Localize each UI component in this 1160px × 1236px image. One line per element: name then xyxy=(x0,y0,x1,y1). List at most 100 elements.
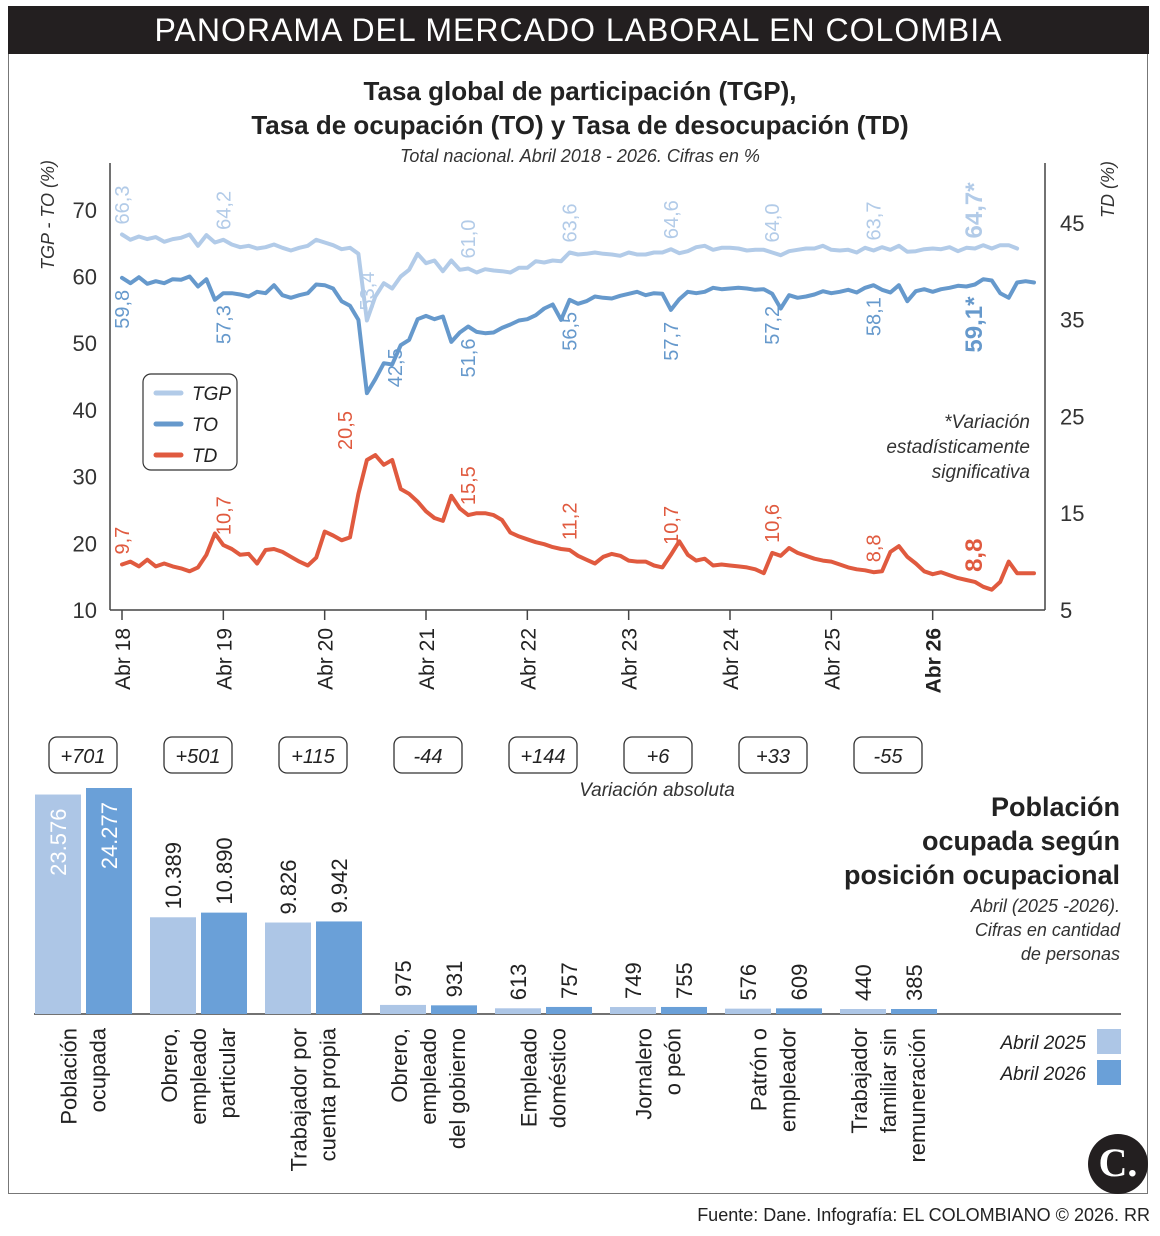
x-tick-label: Abr 18 xyxy=(112,628,135,690)
right-axis-label: TD (%) xyxy=(1098,161,1118,218)
significance-note: estadísticamente xyxy=(886,437,1030,458)
infographic-frame xyxy=(8,54,1148,1194)
bar-chart-note-line: de personas xyxy=(1020,944,1120,964)
bar-value-label: 23.576 xyxy=(46,809,71,876)
series-line-td xyxy=(120,453,1036,592)
variation-value: -44 xyxy=(414,746,443,768)
series-value-label: 11,2 xyxy=(560,503,582,540)
bar-2026 xyxy=(776,1008,822,1014)
x-tick-label: Abr 20 xyxy=(315,628,338,690)
legend-label: TGP xyxy=(192,384,231,405)
right-tick-label: 5 xyxy=(1060,598,1072,623)
series-value-label: 57,2 xyxy=(762,306,784,345)
right-tick-label: 25 xyxy=(1060,404,1084,429)
x-tick-label: Abr 25 xyxy=(821,628,844,690)
category-label: Jornalero xyxy=(632,1028,657,1120)
variation-value: +501 xyxy=(175,746,220,768)
bar-2026 xyxy=(86,788,132,1014)
bar-value-label: 749 xyxy=(621,962,646,999)
series-value-label: 57,7 xyxy=(661,322,683,361)
significance-note: *Variación xyxy=(944,412,1030,433)
series-line-tgp xyxy=(120,232,1020,323)
series-value-label: 61,0 xyxy=(458,220,480,259)
bar-2025 xyxy=(725,1008,771,1014)
category-label: familiar sin xyxy=(876,1028,901,1133)
left-tick-label: 40 xyxy=(73,398,97,423)
bar-value-label: 10.890 xyxy=(212,837,237,904)
left-tick-label: 50 xyxy=(73,331,97,356)
variation-badge xyxy=(623,736,693,774)
bar-value-label: 757 xyxy=(557,962,582,999)
variation-badge xyxy=(48,736,118,774)
bar-chart-title-line: ocupada según xyxy=(921,826,1120,856)
series-value-label: 53,4 xyxy=(357,272,379,311)
variation-value: +144 xyxy=(520,746,565,768)
right-tick-label: 35 xyxy=(1060,308,1084,333)
series-value-label: 10,7 xyxy=(661,506,683,545)
bar-2025 xyxy=(150,917,196,1014)
category-label: cuenta propia xyxy=(316,1027,341,1161)
bar-2026 xyxy=(546,1006,592,1014)
series-value-label: 59,1* xyxy=(961,296,988,353)
variation-value: +6 xyxy=(647,746,671,768)
bar-chart-note: Abril (2025 -2026). Cifras en cantidad d… xyxy=(820,894,1120,966)
bar-value-label: 440 xyxy=(851,964,876,1001)
series-value-label: 51,6 xyxy=(458,339,480,378)
variation-badge xyxy=(278,736,348,774)
bar-value-label: 9.826 xyxy=(276,859,301,914)
series-value-label: 66,3 xyxy=(112,186,134,225)
series-value-label: 64,2 xyxy=(213,191,235,230)
bar-value-label: 755 xyxy=(672,962,697,999)
bar-value-label: 613 xyxy=(506,964,531,1001)
x-tick-label: Abr 21 xyxy=(416,628,439,690)
series-value-label: 57,3 xyxy=(213,305,235,344)
variation-value: +115 xyxy=(291,746,335,768)
series-value-label: 20,5 xyxy=(335,411,357,450)
left-tick-label: 30 xyxy=(73,465,97,490)
category-label: Trabajador por xyxy=(287,1028,312,1171)
category-label: empleado xyxy=(186,1028,211,1125)
variation-value: +701 xyxy=(60,746,105,768)
series-value-label: 58,1 xyxy=(864,297,886,336)
series-value-label: 56,5 xyxy=(560,312,582,351)
bar-legend-label: Abril 2025 xyxy=(999,1033,1086,1054)
category-label: empleado xyxy=(416,1028,441,1125)
bar-2025 xyxy=(265,922,311,1014)
x-tick-label: Abr 19 xyxy=(213,628,236,690)
bar-chart-note-line: Abril (2025 -2026). xyxy=(970,896,1120,916)
category-label: ocupada xyxy=(86,1027,111,1112)
variation-badge xyxy=(508,736,578,774)
bar-2025 xyxy=(610,1007,656,1014)
bar-legend-swatch xyxy=(1097,1029,1121,1054)
line-chart-title-2: Tasa de ocupación (TO) y Tasa de desocup… xyxy=(251,110,909,140)
variation-value: +33 xyxy=(756,746,790,768)
variation-value: -55 xyxy=(874,746,904,768)
bar-2026 xyxy=(661,1006,707,1014)
variation-badge xyxy=(163,736,233,774)
category-label: remuneración xyxy=(905,1028,930,1163)
category-label: del gobierno xyxy=(445,1028,470,1149)
left-tick-label: 10 xyxy=(73,598,97,623)
category-label: doméstico xyxy=(546,1028,571,1128)
x-tick-label: Abr 24 xyxy=(720,628,743,690)
bar-2026 xyxy=(316,921,362,1014)
category-label: o peón xyxy=(661,1028,686,1095)
series-value-label: 15,5 xyxy=(458,466,480,505)
bar-legend-swatch xyxy=(1097,1060,1121,1085)
x-tick-label: Abr 22 xyxy=(517,628,540,690)
bar-value-label: 10.389 xyxy=(161,842,186,909)
variation-badge xyxy=(738,736,808,774)
bar-2025 xyxy=(495,1008,541,1014)
category-label: Obrero, xyxy=(157,1028,182,1103)
x-tick-label: Abr 23 xyxy=(619,628,642,690)
variation-badge xyxy=(853,736,923,774)
source-credit: Fuente: Dane. Infografía: EL COLOMBIANO … xyxy=(697,1205,1150,1225)
series-value-label: 63,6 xyxy=(560,204,582,243)
bar-value-label: 9.942 xyxy=(327,858,352,913)
bar-2025 xyxy=(840,1009,886,1014)
series-value-label: 64,0 xyxy=(762,204,784,243)
bar-legend-label: Abril 2026 xyxy=(999,1064,1086,1085)
series-value-label: 63,7 xyxy=(864,202,886,241)
bar-2025 xyxy=(380,1004,426,1014)
